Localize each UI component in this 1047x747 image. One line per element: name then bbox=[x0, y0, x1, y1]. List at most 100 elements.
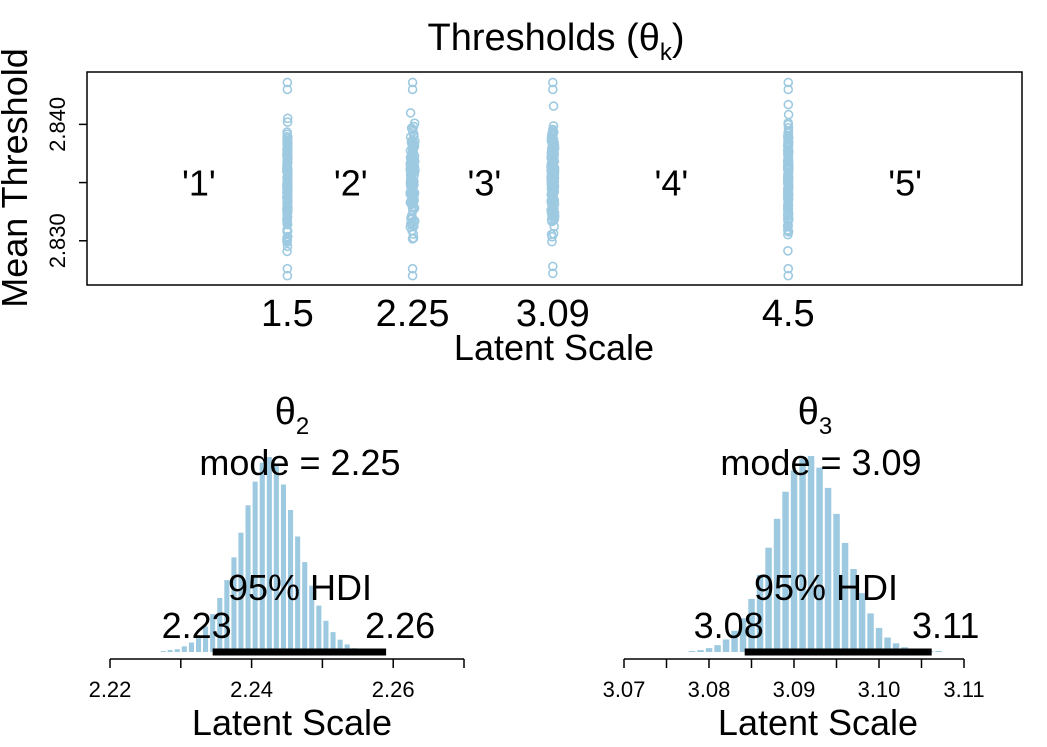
top-y-axis-label: Mean Threshold bbox=[0, 48, 35, 308]
threshold-point bbox=[782, 132, 793, 142]
threshold-point bbox=[405, 157, 416, 168]
histogram-bar bbox=[203, 626, 209, 652]
hdi-lower-label: 3.08 bbox=[694, 605, 764, 646]
threshold-point bbox=[408, 176, 419, 186]
histogram-bar bbox=[799, 458, 806, 652]
threshold-point bbox=[282, 232, 292, 243]
threshold-point bbox=[282, 148, 293, 158]
histogram-bar bbox=[807, 456, 815, 652]
histogram-bar bbox=[731, 630, 738, 652]
threshold-point bbox=[783, 77, 794, 88]
top-x-tick-labels: 1.5 2.25 3.09 4.5 bbox=[261, 293, 815, 335]
category-labels: '1' '2' '3' '4' '5' bbox=[182, 163, 922, 204]
category-label: '4' bbox=[654, 163, 688, 204]
histogram-bar bbox=[756, 574, 764, 652]
histogram-bar bbox=[259, 462, 265, 652]
theta2-x-axis: 2.22 2.24 2.26 bbox=[89, 658, 465, 702]
threshold-point bbox=[548, 149, 559, 160]
threshold-point bbox=[406, 152, 416, 162]
theta3-hdi: 3.08 3.11 bbox=[694, 605, 979, 656]
top-y-axis: 2.830 2.840 bbox=[45, 97, 87, 268]
histogram-bar bbox=[705, 648, 713, 652]
x-tick-label: 2.24 bbox=[230, 677, 273, 702]
threshold-point bbox=[282, 192, 292, 203]
threshold-point bbox=[783, 208, 794, 219]
threshold-point bbox=[548, 121, 559, 131]
histogram-bar bbox=[160, 651, 166, 652]
threshold-point bbox=[548, 261, 558, 272]
theta2-mode-label: mode = 2.25 bbox=[199, 442, 400, 483]
hdi-lower-label: 2.23 bbox=[162, 605, 232, 646]
histogram-bar bbox=[748, 598, 755, 652]
histogram-bar bbox=[935, 651, 942, 652]
histogram-bar bbox=[739, 618, 747, 652]
x-tick-label: 3.10 bbox=[858, 677, 901, 702]
histogram-bar bbox=[884, 637, 891, 652]
threshold-point bbox=[282, 263, 293, 274]
x-tick-label: 3.07 bbox=[603, 677, 646, 702]
threshold-point bbox=[547, 167, 558, 177]
theta2-histogram-bars bbox=[160, 457, 371, 652]
histogram-bar bbox=[252, 481, 258, 652]
threshold-point bbox=[783, 246, 793, 256]
histogram-bar bbox=[697, 650, 704, 652]
histogram-bar bbox=[309, 585, 315, 652]
theta3-panel: θ3 mode = 3.09 95% HDI 3.08 3.11 3.07 3.08… bbox=[603, 391, 985, 743]
histogram-bar bbox=[841, 542, 849, 652]
hdi-upper-label: 2.26 bbox=[365, 605, 435, 646]
category-label: '3' bbox=[467, 163, 501, 204]
threshold-point bbox=[548, 84, 558, 95]
histogram-bar bbox=[337, 639, 343, 652]
threshold-point bbox=[548, 101, 559, 111]
threshold-point bbox=[408, 121, 419, 132]
threshold-point bbox=[783, 263, 794, 274]
threshold-point bbox=[282, 246, 292, 257]
x-tick-label: 3.11 bbox=[943, 677, 984, 702]
histogram-bar bbox=[688, 651, 696, 652]
histogram-bar bbox=[773, 518, 781, 652]
top-y-tick-label: 2.840 bbox=[45, 97, 70, 152]
threshold-point bbox=[409, 170, 420, 180]
top-y-tick-label: 2.830 bbox=[45, 213, 70, 268]
top-x-tick-label: 3.09 bbox=[516, 293, 590, 335]
threshold-point bbox=[546, 178, 557, 189]
threshold-point bbox=[548, 77, 558, 88]
histogram-bar bbox=[714, 645, 721, 652]
threshold-point bbox=[783, 196, 793, 207]
histogram-bar bbox=[722, 639, 730, 652]
histogram-bar bbox=[238, 532, 244, 652]
threshold-point bbox=[407, 84, 418, 95]
histogram-bar bbox=[344, 644, 350, 652]
threshold-point bbox=[783, 84, 794, 95]
theta3-histogram-bars bbox=[688, 456, 942, 652]
top-chart-title: Thresholds (θk) bbox=[428, 17, 685, 66]
threshold-point bbox=[548, 228, 559, 239]
threshold-point bbox=[282, 84, 293, 95]
threshold-point bbox=[783, 215, 793, 226]
threshold-point bbox=[783, 181, 794, 192]
histogram-bar bbox=[782, 491, 789, 652]
threshold-point bbox=[407, 213, 418, 223]
threshold-point bbox=[783, 270, 794, 281]
x-tick-label: 2.22 bbox=[89, 677, 132, 702]
histogram-bar bbox=[231, 557, 237, 652]
threshold-point bbox=[407, 219, 417, 229]
x-tick-label: 3.08 bbox=[688, 677, 731, 702]
histogram-bar bbox=[850, 569, 857, 652]
threshold-point bbox=[407, 270, 418, 281]
threshold-point bbox=[546, 195, 557, 206]
theta2-panel: θ2 mode = 2.25 95% HDI 2.23 2.26 2.22 2.24… bbox=[89, 391, 465, 743]
histogram-bar bbox=[245, 505, 251, 652]
threshold-point bbox=[407, 139, 417, 149]
threshold-point bbox=[783, 99, 794, 110]
threshold-point bbox=[282, 213, 292, 223]
threshold-point bbox=[783, 178, 794, 188]
threshold-point bbox=[282, 135, 293, 145]
histogram-bar bbox=[330, 632, 336, 652]
histogram-bar bbox=[875, 627, 883, 652]
top-plot-frame bbox=[86, 71, 1023, 286]
threshold-point bbox=[546, 214, 557, 224]
histogram-bar bbox=[833, 513, 840, 652]
